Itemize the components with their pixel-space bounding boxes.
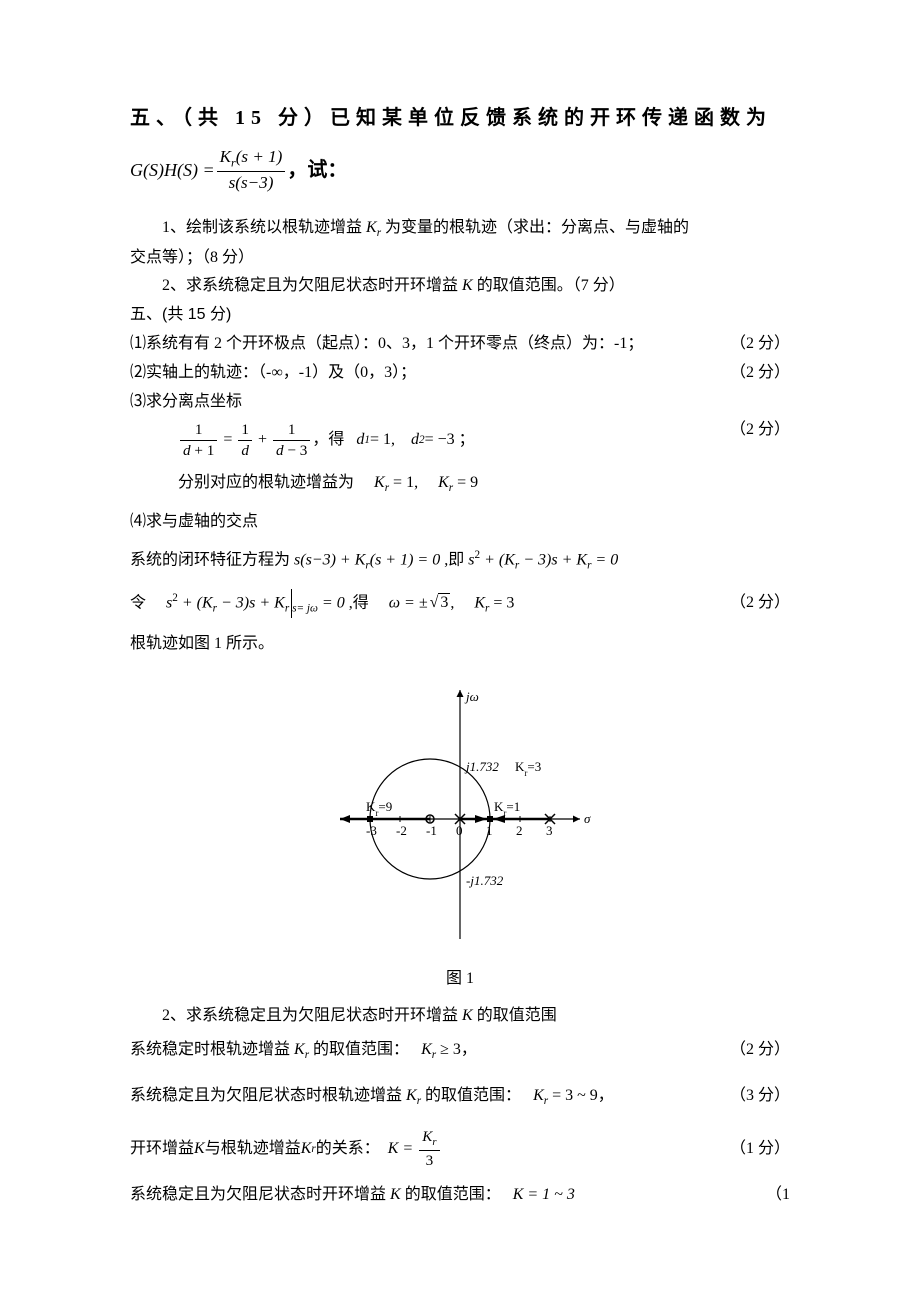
frac-1-dplus1: 1d + 1 [180,420,217,461]
question-1-cont: 交点等）；（8 分） [130,244,790,273]
step-3: ⑶求分离点坐标 [130,388,790,417]
question-1: 1、绘制该系统以根轨迹增益 Kr 为变量的根轨迹（求出：分离点、与虚轴的 [130,214,790,243]
frac-k-kr3: Kr 3 [419,1127,439,1171]
svg-text:0: 0 [456,823,463,838]
svg-text:Kr=3: Kr=3 [515,759,541,778]
step-4-eq1: 系统的闭环特征方程为 s(s−3) + Kr(s + 1) = 0 ,即 s2 … [130,545,790,576]
part2-header: 2、求系统稳定且为欠阻尼状态时开环增益 K 的取值范围 [130,1002,790,1031]
svg-text:Kr=1: Kr=1 [494,799,520,818]
svg-text:jω: jω [464,689,479,704]
step-4: ⑷求与虚轴的交点 [130,508,790,537]
problem-title: 五、（共 15 分）已知某单位反馈系统的开环传递函数为 [130,100,790,136]
p2-line2: 系统稳定且为欠阻尼状态时根轨迹增益 Kr 的取值范围： Kr = 3 ~ 9， … [130,1082,790,1111]
svg-text:j1.732: j1.732 [464,759,499,774]
step-3-eq: 1d + 1 = 1d + 1d − 3 ，得 d1 = 1, d2 = −3 … [130,416,790,461]
frac-1-d: 1d [238,420,252,461]
answer-header: 五、(共 15 分) [130,301,790,330]
svg-text:σ: σ [584,811,591,826]
svg-text:-1: -1 [426,823,437,838]
figure-intro: 根轨迹如图 1 所示。 [130,630,790,659]
question-2: 2、求系统稳定且为欠阻尼状态时开环增益 K 的取值范围。（7 分） [130,272,790,301]
title-text: 五、（共 15 分）已知某单位反馈系统的开环传递函数为 [130,107,772,129]
p2-line3: 开环增益 K 与根轨迹增益 Kr 的关系： K = Kr 3 （1 分） [130,1127,790,1171]
transfer-function: G(S)H(S) = Kr(s + 1) s(s−3) ，试： [130,146,790,194]
tf-lhs: G(S)H(S) = [130,154,215,186]
frac-1-dminus3: 1d − 3 [273,420,310,461]
svg-text:-j1.732: -j1.732 [466,873,504,888]
p2-line4: 系统稳定且为欠阻尼状态时开环增益 K 的取值范围： K = 1 ~ 3 （1 [130,1181,790,1210]
step-2: ⑵实轴上的轨迹：（-∞，-1）及（0，3）； （2 分） [130,359,790,388]
p2-line1: 系统稳定时根轨迹增益 Kr 的取值范围： Kr ≥ 3， （2 分） [130,1036,790,1065]
step-4-eq2: 令 s2 + (Kr − 3)s + Krs= jω = 0 ,得 ω = ±3… [130,588,790,619]
figure-caption: 图 1 [130,965,790,994]
root-locus-svg: jωσ-3-2-10123j1.732Kr=3-j1.732Kr=9Kr=1 [310,669,610,949]
step-1: ⑴系统有有 2 个开环极点（起点）：0、3，1 个开环零点（终点）为：-1； （… [130,330,790,359]
svg-text:2: 2 [516,823,523,838]
root-locus-figure: jωσ-3-2-10123j1.732Kr=3-j1.732Kr=9Kr=1 [130,669,790,960]
tf-fraction: Kr(s + 1) s(s−3) [217,146,286,194]
svg-text:-2: -2 [396,823,407,838]
svg-text:3: 3 [546,823,553,838]
tf-tail: ，试： [287,152,347,188]
step-3b: 分别对应的根轨迹增益为 Kr = 1, Kr = 9 [130,469,790,498]
